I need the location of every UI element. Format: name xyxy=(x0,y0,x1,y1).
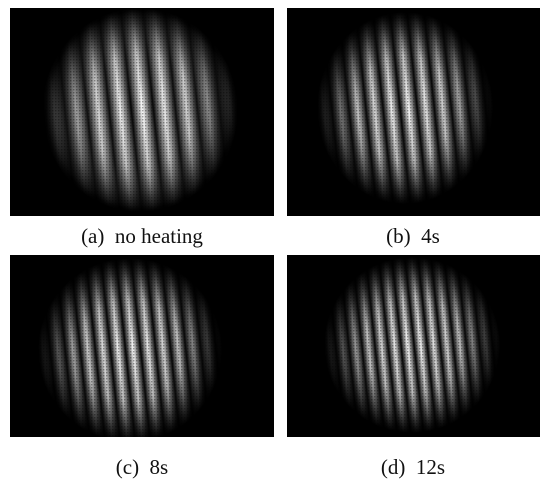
panel-image xyxy=(10,255,274,438)
panel-image xyxy=(287,255,540,437)
caption: (c) 8s xyxy=(116,455,168,479)
panel-image xyxy=(10,8,274,216)
caption: (b) 4s xyxy=(386,224,440,248)
caption: (d) 12s xyxy=(381,455,445,479)
panel-image xyxy=(287,8,540,216)
caption: (a) no heating xyxy=(81,224,203,248)
